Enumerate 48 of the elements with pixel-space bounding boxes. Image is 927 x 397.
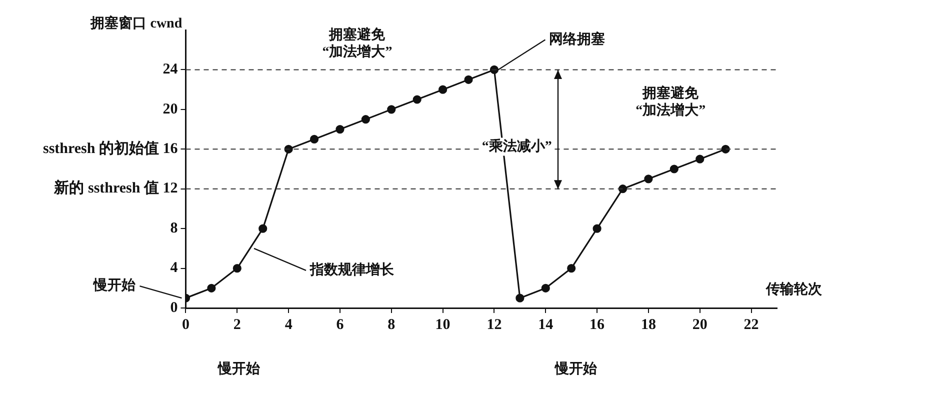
point — [670, 164, 678, 174]
y-tick-label: 新的 ssthresh 值 12 — [53, 178, 178, 197]
x-tick-label: 0 — [182, 316, 190, 333]
annotation: 指数规律增长 — [309, 262, 396, 278]
point — [258, 224, 268, 233]
annotation: 网络拥塞 — [549, 30, 606, 48]
point — [618, 184, 628, 194]
y-tick-label: ssthresh 的初始值 16 — [42, 139, 178, 158]
x-tick-label: 12 — [486, 316, 502, 333]
y-tick-label: 0 — [170, 300, 178, 316]
x-tick-label: 16 — [590, 316, 606, 333]
point — [438, 85, 448, 94]
point — [310, 134, 319, 144]
x-tick-label: 10 — [435, 316, 450, 333]
point — [361, 115, 370, 124]
x-tick-label: 2 — [233, 316, 241, 333]
x-tick-label: 18 — [640, 316, 656, 333]
point — [387, 105, 396, 114]
point — [207, 284, 216, 292]
y-tick-label: 4 — [170, 260, 178, 276]
point — [464, 75, 473, 84]
y-axis-title: 拥塞窗口 cwnd — [90, 14, 182, 32]
point — [567, 264, 576, 273]
x-tick-label: 6 — [336, 316, 344, 333]
point — [516, 294, 524, 302]
point — [696, 154, 704, 164]
annotation: 慢开始 — [92, 278, 137, 294]
annotation: 拥塞避免 “加法增大” — [636, 84, 706, 118]
y-tick-label: 8 — [170, 220, 178, 236]
x-tick-label: 22 — [744, 316, 759, 333]
point — [541, 284, 550, 292]
text: 慢开始 — [216, 360, 261, 377]
point — [336, 124, 344, 134]
point — [644, 174, 653, 184]
x-tick-label: 14 — [538, 316, 554, 333]
point — [232, 264, 242, 273]
x-axis-title: 传输轮次 — [765, 282, 823, 298]
point — [721, 144, 730, 154]
x-tick-label: 8 — [388, 316, 396, 333]
x-tick-label: 4 — [284, 316, 293, 333]
annotation: “乘法减小” — [482, 138, 552, 154]
x-tick-label: 20 — [692, 316, 708, 333]
text: 慢开始 — [554, 360, 598, 377]
y-tick-label: 24 — [162, 62, 178, 78]
point — [592, 224, 602, 233]
annotation: 拥塞避免 “加法增大” — [322, 26, 392, 60]
y-tick-label: 20 — [162, 101, 178, 118]
point — [412, 95, 422, 104]
